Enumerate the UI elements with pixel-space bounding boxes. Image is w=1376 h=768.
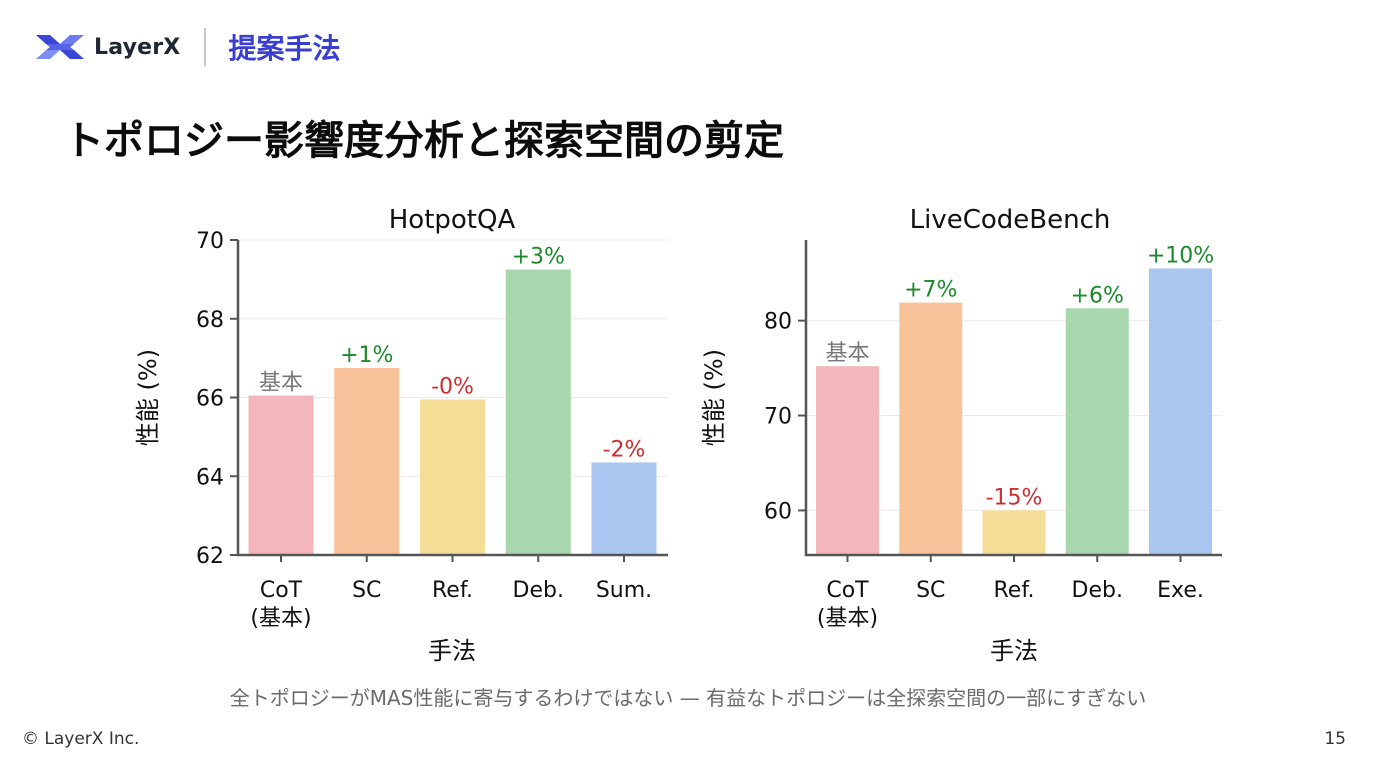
data-label: 基本 bbox=[825, 341, 869, 366]
page-number: 15 bbox=[1324, 729, 1346, 749]
data-label: -2% bbox=[603, 437, 646, 462]
bar bbox=[899, 302, 963, 555]
bar bbox=[420, 399, 485, 555]
section-label: 提案手法 bbox=[228, 32, 341, 65]
x-tick-label: (基本) bbox=[817, 606, 878, 631]
x-tick-label: Sum. bbox=[596, 578, 652, 603]
data-label: +6% bbox=[1071, 283, 1124, 308]
x-tick-label: Ref. bbox=[994, 578, 1035, 603]
chart-title: LiveCodeBench bbox=[910, 205, 1111, 235]
chart-title: HotpotQA bbox=[389, 205, 516, 235]
bar bbox=[1065, 308, 1129, 555]
bar bbox=[982, 510, 1046, 555]
data-label: +7% bbox=[904, 278, 957, 303]
header-divider bbox=[204, 28, 207, 66]
header: LayerX 提案手法 bbox=[36, 24, 340, 70]
page-title: トポロジー影響度分析と探索空間の剪定 bbox=[64, 118, 784, 164]
brand-name: LayerX bbox=[94, 34, 181, 60]
x-axis-label: 手法 bbox=[990, 637, 1038, 665]
data-label: -15% bbox=[986, 485, 1043, 510]
bar bbox=[591, 462, 657, 555]
bar bbox=[334, 367, 400, 555]
x-tick-label: (基本) bbox=[250, 606, 311, 631]
x-tick-label: SC bbox=[352, 578, 381, 603]
bar bbox=[816, 366, 879, 555]
data-label: -0% bbox=[431, 374, 474, 399]
bar bbox=[505, 269, 571, 555]
bar bbox=[1149, 268, 1212, 555]
y-tick-label: 64 bbox=[196, 465, 224, 490]
data-label: 基本 bbox=[259, 371, 303, 396]
x-tick-label: SC bbox=[916, 578, 945, 603]
copyright: © LayerX Inc. bbox=[22, 729, 140, 749]
x-tick-label: Exe. bbox=[1157, 578, 1204, 603]
y-axis-label: 性能 (%) bbox=[700, 349, 728, 446]
y-tick-label: 60 bbox=[764, 499, 792, 524]
y-tick-label: 70 bbox=[764, 405, 792, 430]
caption: 全トポロジーがMAS性能に寄与するわけではない — 有益なトポロジーは全探索空間… bbox=[229, 686, 1147, 710]
data-label: +3% bbox=[512, 245, 565, 270]
y-tick-label: 70 bbox=[196, 229, 224, 254]
x-tick-label: Ref. bbox=[432, 578, 473, 603]
y-tick-label: 62 bbox=[196, 544, 224, 569]
chart-hotpotqa: 62 64 66 68 70 基本 CoT (基本) +1% SC -0% Ref. +3% Deb. -2… bbox=[134, 205, 668, 665]
y-tick-label: 80 bbox=[764, 310, 792, 335]
x-tick-label: Deb. bbox=[513, 578, 564, 603]
x-tick-label: CoT bbox=[826, 578, 869, 603]
data-label: +10% bbox=[1147, 243, 1214, 268]
layerx-logo-icon bbox=[36, 35, 84, 59]
y-axis-label: 性能 (%) bbox=[134, 349, 162, 446]
data-label: +1% bbox=[340, 343, 393, 368]
x-axis-label: 手法 bbox=[428, 637, 476, 665]
x-tick-label: Deb. bbox=[1072, 578, 1123, 603]
bar bbox=[248, 395, 314, 555]
y-tick-label: 68 bbox=[196, 308, 224, 333]
x-tick-label: CoT bbox=[260, 578, 303, 603]
chart-livecodebench: 60 70 80 基本 CoT (基本) +7% SC -15% Ref. +6% Deb. +10% E… bbox=[700, 205, 1222, 665]
y-tick-label: 66 bbox=[196, 387, 224, 412]
